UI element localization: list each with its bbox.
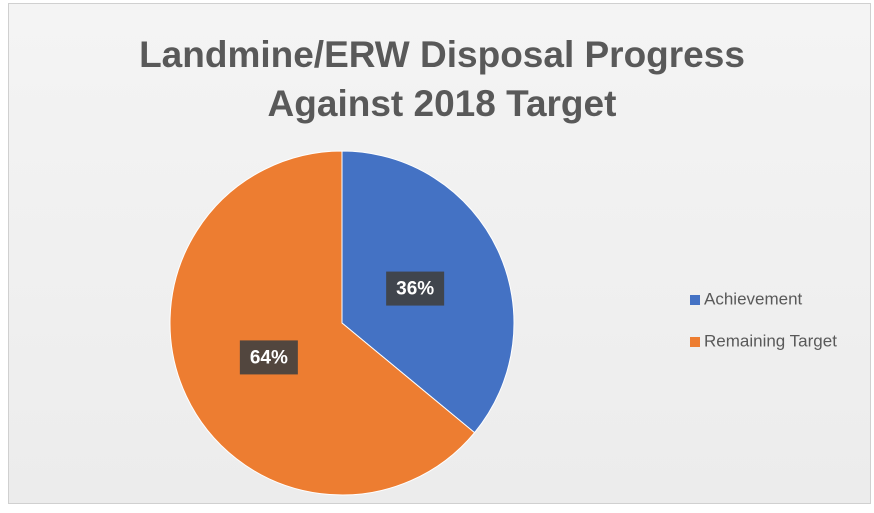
legend-label: Remaining Target [704, 331, 837, 350]
data-label-box [239, 340, 298, 375]
pie-slice [169, 150, 476, 496]
data-label: 64% [250, 347, 288, 368]
legend-label: Achievement [704, 289, 803, 308]
data-label-box [386, 271, 445, 306]
data-label: 36% [396, 279, 434, 300]
chart-title: Against 2018 Target [268, 83, 617, 124]
legend-swatch [690, 295, 700, 305]
legend-swatch [690, 337, 700, 347]
chart-title: Landmine/ERW Disposal Progress [139, 34, 745, 75]
